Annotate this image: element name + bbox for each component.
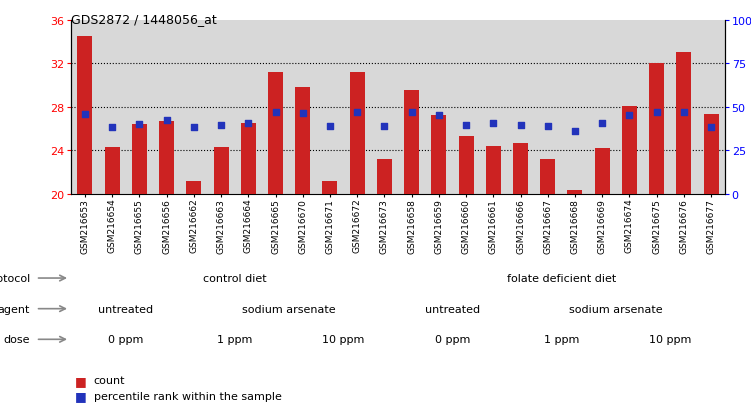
Bar <box>186 181 201 194</box>
Point <box>379 123 391 130</box>
Point <box>188 125 200 131</box>
Text: percentile rank within the sample: percentile rank within the sample <box>94 391 282 401</box>
Text: sodium arsenate: sodium arsenate <box>569 304 662 314</box>
Text: sodium arsenate: sodium arsenate <box>243 304 336 314</box>
Bar <box>595 149 610 194</box>
Text: folate deficient diet: folate deficient diet <box>507 273 616 283</box>
Point <box>541 123 553 130</box>
Point <box>650 109 662 116</box>
Bar <box>77 37 92 194</box>
Point <box>406 109 418 116</box>
Bar <box>568 191 583 194</box>
Bar <box>350 73 365 194</box>
Text: dose: dose <box>4 335 30 344</box>
Text: 1 ppm: 1 ppm <box>544 335 579 344</box>
Bar <box>159 121 174 194</box>
Point <box>623 113 635 119</box>
Point <box>161 117 173 124</box>
Text: 10 ppm: 10 ppm <box>649 335 692 344</box>
Text: protocol: protocol <box>0 273 30 283</box>
Text: 0 ppm: 0 ppm <box>435 335 470 344</box>
Text: ■: ■ <box>75 389 87 403</box>
Bar <box>404 91 419 194</box>
Text: control diet: control diet <box>203 273 267 283</box>
Bar <box>322 181 337 194</box>
Point <box>243 120 255 127</box>
Point <box>270 109 282 116</box>
Point <box>79 112 91 118</box>
Point <box>705 125 717 131</box>
Point <box>297 111 309 117</box>
Text: untreated: untreated <box>98 304 153 314</box>
Bar <box>431 116 446 194</box>
Text: untreated: untreated <box>425 304 480 314</box>
Bar <box>268 73 283 194</box>
Bar <box>213 147 228 194</box>
Text: 1 ppm: 1 ppm <box>217 335 252 344</box>
Point <box>433 113 445 119</box>
Bar <box>295 88 310 194</box>
Text: 0 ppm: 0 ppm <box>108 335 143 344</box>
Point <box>324 123 336 130</box>
Point <box>487 120 499 127</box>
Point <box>134 121 146 128</box>
Bar <box>649 64 664 194</box>
Point <box>215 123 227 129</box>
Bar <box>622 106 637 194</box>
Text: ■: ■ <box>75 374 87 387</box>
Point <box>460 123 472 129</box>
Bar <box>486 147 501 194</box>
Point <box>596 120 608 127</box>
Text: agent: agent <box>0 304 30 314</box>
Bar <box>241 123 256 194</box>
Point <box>514 123 526 129</box>
Point <box>678 109 690 116</box>
Bar <box>459 137 474 194</box>
Text: 10 ppm: 10 ppm <box>322 335 365 344</box>
Bar <box>540 159 555 194</box>
Text: GDS2872 / 1448056_at: GDS2872 / 1448056_at <box>71 13 217 26</box>
Text: count: count <box>94 375 125 385</box>
Bar <box>104 147 119 194</box>
Bar <box>513 143 528 194</box>
Bar <box>377 159 392 194</box>
Bar <box>704 115 719 194</box>
Point <box>351 109 363 116</box>
Point <box>106 125 118 131</box>
Point <box>569 128 581 135</box>
Bar <box>132 125 147 194</box>
Bar <box>677 53 692 194</box>
